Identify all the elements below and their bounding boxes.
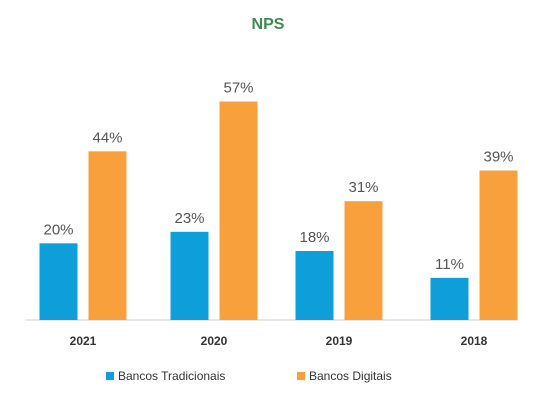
bar-bancos-digitais-2018 xyxy=(479,170,518,320)
value-labels-layer: 20% 44% 23% 57% 18% 31% 11% 39% xyxy=(43,80,513,273)
bar-bancos-digitais-2021 xyxy=(88,151,127,320)
value-label-bancos-tradicionais-2018: 11% xyxy=(435,256,464,273)
x-tick-label-2018: 2018 xyxy=(461,334,488,348)
bar-bancos-tradicionais-2021 xyxy=(39,243,78,320)
value-label-bancos-tradicionais-2021: 20% xyxy=(43,221,73,238)
x-tick-label-2021: 2021 xyxy=(70,334,97,348)
value-label-bancos-digitais-2021: 44% xyxy=(92,129,122,146)
x-tick-labels-layer: 2021 2020 2019 2018 xyxy=(70,334,488,348)
legend-swatch-bancos-tradicionais xyxy=(106,372,114,380)
bar-bancos-tradicionais-2019 xyxy=(295,251,334,320)
value-label-bancos-tradicionais-2019: 18% xyxy=(299,229,329,246)
chart-title: NPS xyxy=(252,16,285,33)
value-label-bancos-digitais-2019: 31% xyxy=(348,179,378,196)
legend-label-bancos-tradicionais: Bancos Tradicionais xyxy=(118,369,225,383)
bar-bancos-tradicionais-2018 xyxy=(430,277,469,320)
bars-layer xyxy=(39,101,518,320)
value-label-bancos-digitais-2018: 39% xyxy=(483,149,513,166)
value-label-bancos-tradicionais-2020: 23% xyxy=(174,210,204,227)
bar-bancos-digitais-2019 xyxy=(344,201,383,320)
legend: Bancos Tradicionais Bancos Digitais xyxy=(106,369,392,383)
legend-label-bancos-digitais: Bancos Digitais xyxy=(309,369,392,383)
bar-bancos-tradicionais-2020 xyxy=(170,231,209,320)
legend-swatch-bancos-digitais xyxy=(297,372,305,380)
x-tick-label-2019: 2019 xyxy=(326,334,353,348)
value-label-bancos-digitais-2020: 57% xyxy=(223,80,253,97)
bar-bancos-digitais-2020 xyxy=(219,101,258,320)
x-tick-label-2020: 2020 xyxy=(201,334,228,348)
